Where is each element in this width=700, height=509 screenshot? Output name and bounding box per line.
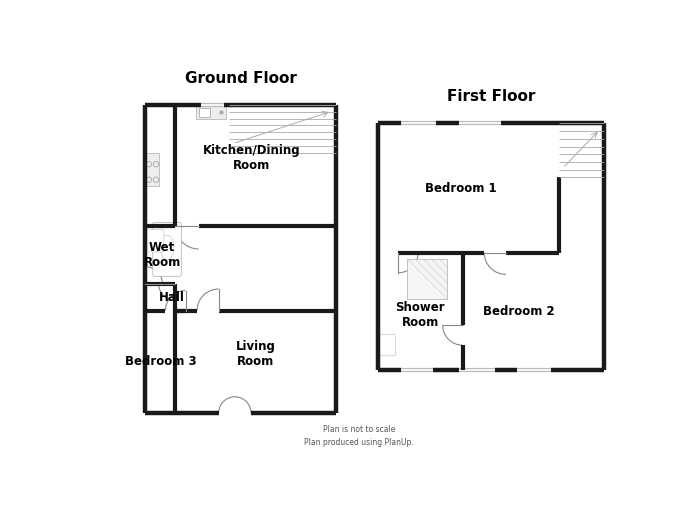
Bar (199, 108, 210, 117)
Text: Ground Floor: Ground Floor (185, 71, 297, 86)
Bar (146, 154, 160, 186)
Bar (407, 259, 447, 299)
Text: Bedroom 2: Bedroom 2 (483, 305, 554, 318)
FancyBboxPatch shape (147, 230, 164, 252)
Text: Bedroom 3: Bedroom 3 (125, 355, 196, 369)
Text: Living
Room: Living Room (236, 340, 276, 368)
Text: Wet
Room: Wet Room (144, 241, 181, 269)
FancyBboxPatch shape (379, 334, 396, 356)
Text: Plan is not to scale
Plan produced using PlanUp.: Plan is not to scale Plan produced using… (304, 425, 414, 447)
Bar (196, 106, 225, 119)
Text: Bedroom 1: Bedroom 1 (425, 182, 496, 194)
Text: Hall: Hall (159, 291, 185, 303)
Text: Shower
Room: Shower Room (395, 301, 445, 329)
Text: Kitchen/Dining
Room: Kitchen/Dining Room (203, 144, 300, 172)
Text: First Floor: First Floor (447, 89, 535, 104)
FancyBboxPatch shape (153, 222, 181, 276)
